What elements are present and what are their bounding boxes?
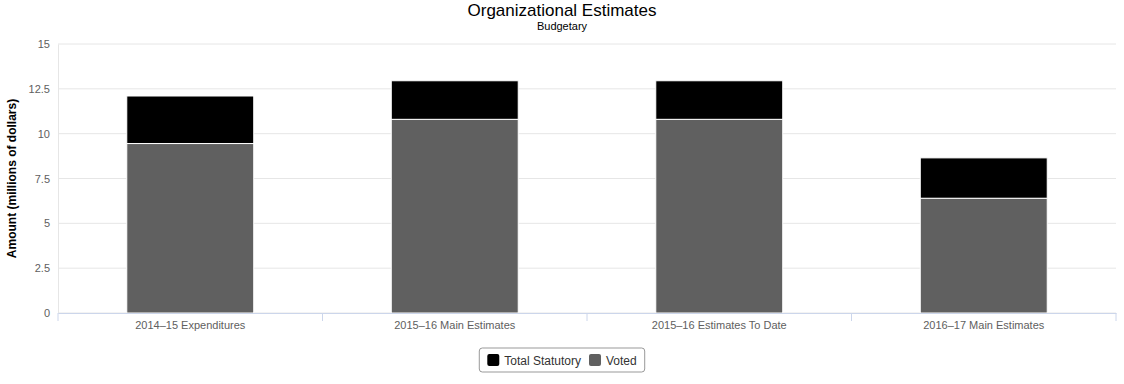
plot: 0 2.5 5 7.5 10 12.5 15 2014–15 Expenditures 2015… [29, 38, 1117, 331]
bars [127, 81, 1047, 313]
legend-box [479, 348, 644, 372]
bar[interactable] [391, 81, 518, 120]
subtitle: Budgetary [537, 20, 588, 32]
y-tick-label: 12.5 [29, 83, 50, 95]
bar[interactable] [920, 198, 1047, 313]
x-separator [851, 313, 852, 321]
y-tick-label: 10 [38, 128, 50, 140]
y-tick: 12.5 [29, 83, 58, 95]
y-tick-label: 15 [38, 38, 50, 50]
y-tick-label: 2.5 [35, 262, 50, 274]
legend-label: Total Statutory [504, 354, 581, 368]
series [127, 119, 1047, 313]
x-tick-label: 2015–16 Main Estimates [394, 319, 516, 331]
y-tick-label: 0 [44, 307, 50, 319]
bar[interactable] [127, 96, 254, 144]
y-tick: 2.5 [35, 262, 58, 274]
legend-swatch [487, 354, 499, 366]
x-axis: 2014–15 Expenditures 2015–16 Main Estimat… [58, 313, 1117, 331]
bar[interactable] [656, 119, 783, 313]
y-tick-label: 7.5 [35, 173, 50, 185]
grid-line [58, 88, 1116, 89]
bar[interactable] [127, 144, 254, 313]
x-separator [1116, 313, 1117, 321]
x-separator [322, 313, 323, 321]
x-tick: 2015–16 Main Estimates [394, 313, 516, 331]
grid [58, 44, 1116, 313]
x-tick-label: 2014–15 Expenditures [135, 319, 246, 331]
chart: 0 2.5 5 7.5 10 12.5 15 2014–15 Expenditures 2015… [0, 0, 1124, 384]
bar[interactable] [920, 158, 1047, 198]
y-tick: 5 [44, 217, 58, 229]
bar[interactable] [656, 81, 783, 120]
legend-item[interactable]: Total Statutory [487, 354, 581, 368]
x-tick-label: 2016–17 Main Estimates [923, 319, 1045, 331]
y-tick: 15 [38, 38, 58, 50]
y-tick: 10 [38, 128, 58, 140]
x-separator [587, 313, 588, 321]
x-separators [58, 313, 1116, 321]
legend-label: Voted [606, 354, 637, 368]
legend-item[interactable]: Voted [589, 354, 637, 368]
x-tick: 2014–15 Expenditures [135, 313, 246, 331]
y-tick-label: 5 [44, 217, 50, 229]
series [127, 81, 1047, 198]
legend: Total Statutory Voted [479, 348, 644, 372]
title: Organizational Estimates [468, 1, 657, 20]
y-tick: 0 [44, 307, 58, 319]
bar[interactable] [391, 119, 518, 313]
y-axis-line [58, 45, 59, 314]
x-tick: 2015–16 Estimates To Date [652, 313, 787, 331]
legend-swatch [589, 354, 601, 366]
x-tick: 2016–17 Main Estimates [923, 313, 1045, 331]
y-axis: 0 2.5 5 7.5 10 12.5 15 [29, 38, 59, 319]
x-tick-label: 2015–16 Estimates To Date [652, 319, 787, 331]
grid-line [58, 44, 1116, 45]
y-axis-title: Amount (millions of dollars) [5, 99, 19, 258]
y-tick: 7.5 [35, 173, 58, 185]
x-separator [58, 313, 59, 321]
